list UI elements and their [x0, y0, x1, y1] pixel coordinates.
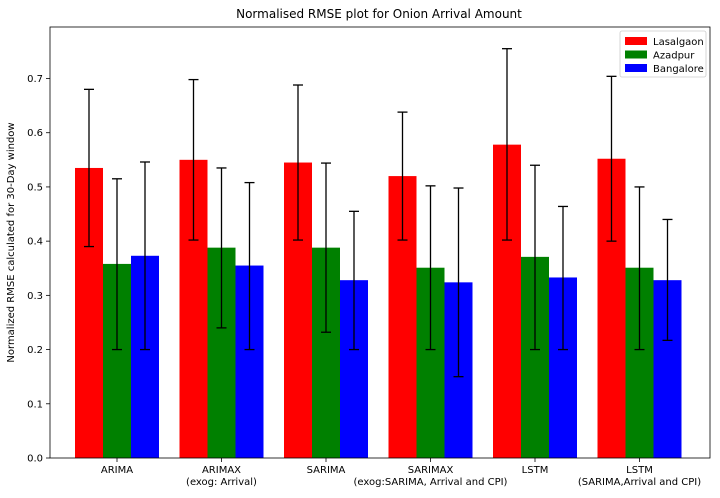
- x-tick-label: (exog:SARIMA, Arrival and CPI): [354, 477, 508, 488]
- x-tick-label: SARIMA: [307, 465, 346, 476]
- y-tick-label: 0.7: [27, 74, 43, 85]
- y-tick-label: 0.1: [27, 399, 43, 410]
- y-tick-label: 0.6: [27, 128, 43, 139]
- x-tick-label: (SARIMA,Arrival and CPI): [578, 477, 701, 488]
- x-tick-label: SARIMAX: [408, 465, 454, 476]
- y-tick-label: 0.2: [27, 345, 43, 356]
- errorbars-layer: [84, 48, 673, 378]
- chart-title: Normalised RMSE plot for Onion Arrival A…: [236, 7, 522, 21]
- x-tick-label: LSTM: [626, 465, 653, 476]
- legend-swatch-lasalgaon: [625, 37, 647, 45]
- y-axis: 0.0 0.1 0.2 0.3 0.4 0.5 0.6 0.7: [27, 74, 50, 465]
- legend-label-azadpur: Azadpur: [653, 51, 695, 62]
- legend-label-bangalore: Bangalore: [653, 64, 704, 75]
- x-tick-label: ARIMAX: [202, 465, 241, 476]
- y-tick-label: 0.5: [27, 182, 43, 193]
- legend-swatch-bangalore: [625, 64, 647, 72]
- x-tick-label: LSTM: [522, 465, 549, 476]
- y-axis-label: Normalized RMSE calculated for 30-Day wi…: [6, 122, 17, 362]
- y-tick-label: 0.0: [27, 454, 43, 465]
- x-tick-label: (exog: Arrival): [186, 477, 257, 488]
- x-axis: ARIMA ARIMAX(exog: Arrival)SARIMA SARIMAX(…: [101, 458, 701, 488]
- plot-frame: [49, 26, 711, 459]
- y-tick-label: 0.3: [27, 291, 43, 302]
- legend-swatch-azadpur: [625, 50, 647, 59]
- y-tick-label: 0.4: [27, 237, 43, 248]
- bars-layer: [75, 144, 682, 458]
- legend: Lasalgaon Azadpur Bangalore: [619, 30, 707, 78]
- x-tick-label: ARIMA: [101, 465, 133, 476]
- legend-label-lasalgaon: Lasalgaon: [653, 37, 704, 48]
